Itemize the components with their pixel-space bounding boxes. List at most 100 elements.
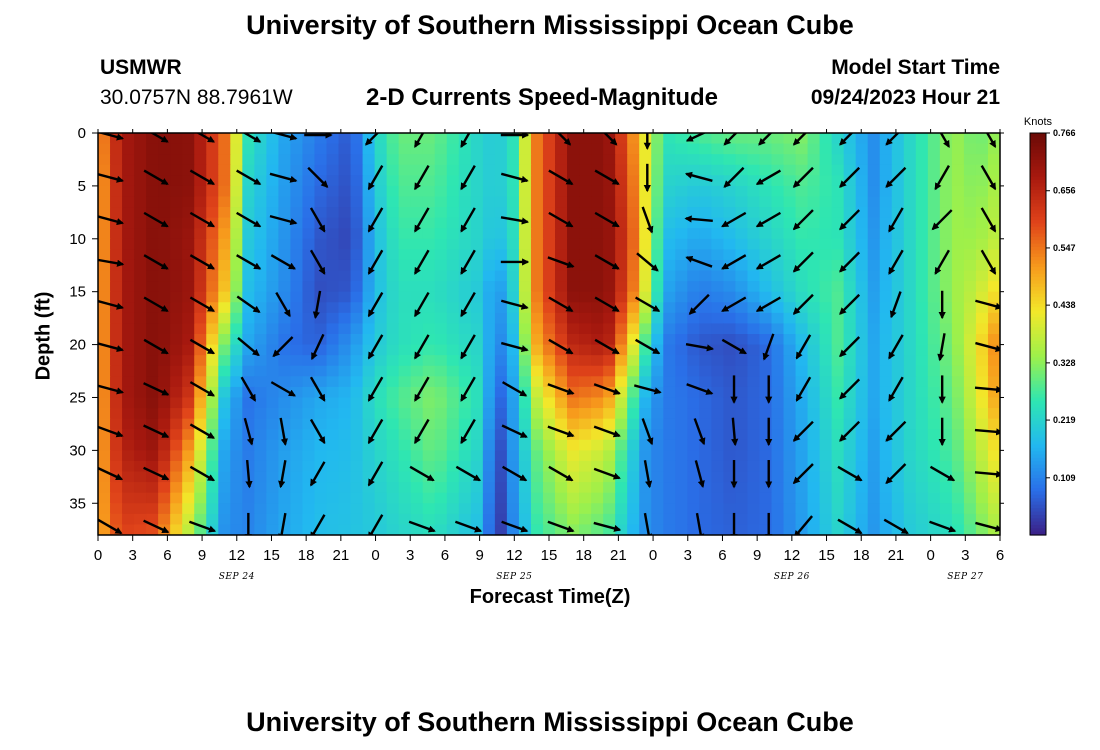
heatmap-cell [723,312,737,325]
current-vector-arrow [367,461,384,487]
heatmap-cell [530,238,544,250]
colorbar-swatch [1030,176,1046,181]
heatmap-cell [747,217,761,229]
heatmap-cell [879,376,893,388]
heatmap-cell [302,376,316,388]
heatmap-cell [747,397,761,409]
heatmap-cell [747,133,761,145]
colorbar-swatch [1030,220,1046,225]
current-vector-arrow [885,166,907,188]
heatmap-cell [555,344,568,356]
heatmap-cell [446,503,460,515]
heatmap-cell [302,439,316,451]
heatmap-cell [879,175,893,187]
colorbar-swatch [1030,491,1046,496]
heatmap-cell [374,175,388,187]
heatmap-cell [687,312,700,325]
heatmap-cell [627,397,640,409]
heatmap-cell [194,365,207,377]
heatmap-cell [963,460,977,473]
heatmap-cell [122,376,135,388]
heatmap-cell [398,154,412,166]
heatmap-cell [747,439,761,451]
heatmap-cell [518,207,532,219]
axes: 0 3 6 9 12 15 18 21 0 3 6 9 12 15 18 21 0 3 6 9 12 15 18 21 0 3 6S… [69,125,1004,582]
heatmap-cell [110,196,123,208]
heatmap-cell [206,334,219,346]
heatmap-cell [975,513,989,526]
heatmap-cell [579,365,592,377]
colorbar-swatch [1030,277,1046,281]
heatmap-cell [783,524,797,535]
heatmap-cell [302,281,316,293]
heatmap-cell [134,196,147,208]
heatmap-cell [903,408,917,420]
heatmap-cell [771,344,785,356]
heatmap-cell [350,418,364,430]
current-vector-arrow [643,460,653,489]
heatmap-cell [699,376,712,388]
heatmap-cell [699,207,712,219]
heatmap-cell [482,312,496,325]
heatmap-cell [747,408,761,420]
heatmap-cell [615,143,628,155]
heatmap-cell [374,133,388,145]
heatmap-cell [891,175,905,187]
heatmap-cell [194,450,207,462]
heatmap-cell [615,164,628,176]
heatmap-cell [735,302,749,314]
heatmap-cell [939,133,953,145]
current-vector-arrow [414,207,430,233]
heatmap-cell [470,302,484,314]
heatmap-cell [254,408,267,420]
heatmap-cell [879,249,893,261]
heatmap-cell [158,450,171,462]
heatmap-cell [158,513,171,526]
heatmap-cell [506,270,520,282]
heatmap-cell [482,503,496,515]
heatmap-cell [386,154,400,166]
heatmap-cell [122,460,135,473]
heatmap-cell [146,185,159,198]
heatmap-cell [158,460,171,473]
heatmap-cell [302,408,316,420]
colorbar-swatch [1030,394,1046,399]
heatmap-cell [98,503,111,515]
heatmap-cell [591,175,604,187]
heatmap-cell [314,228,328,240]
heatmap-cell [350,503,364,515]
heatmap-cell [627,207,640,219]
heatmap-cell [975,291,989,303]
colorbar-swatch [1030,163,1046,168]
heatmap-cell [230,471,243,483]
heatmap-cell [494,492,508,504]
heatmap-cell [170,302,183,314]
heatmap-cell [891,164,905,176]
heatmap-cell [266,238,279,250]
heatmap-cell [530,270,544,282]
heatmap-cell [759,143,773,155]
heatmap-cell [867,175,881,187]
heatmap-cell [122,524,135,535]
heatmap-cell [494,291,508,303]
heatmap-cell [963,323,977,335]
heatmap-cell [987,439,1000,451]
heatmap-cell [386,312,400,325]
heatmap-cell [663,196,676,208]
heatmap-cell [518,238,532,250]
heatmap-cell [494,397,508,409]
heatmap-cell [915,355,929,367]
heatmap-cell [530,418,544,430]
current-vector-arrow [143,424,170,439]
heatmap-cell [831,175,845,187]
heatmap-cell [230,492,243,504]
heatmap-cell [146,503,159,515]
heatmap-cell [338,397,352,409]
heatmap-cell [759,492,773,504]
heatmap-cell [975,492,989,504]
heatmap-cell [542,429,556,441]
heatmap-cell [182,270,195,282]
heatmap-cell [915,238,929,250]
heatmap-cell [206,238,219,250]
heatmap-cell [530,376,544,388]
